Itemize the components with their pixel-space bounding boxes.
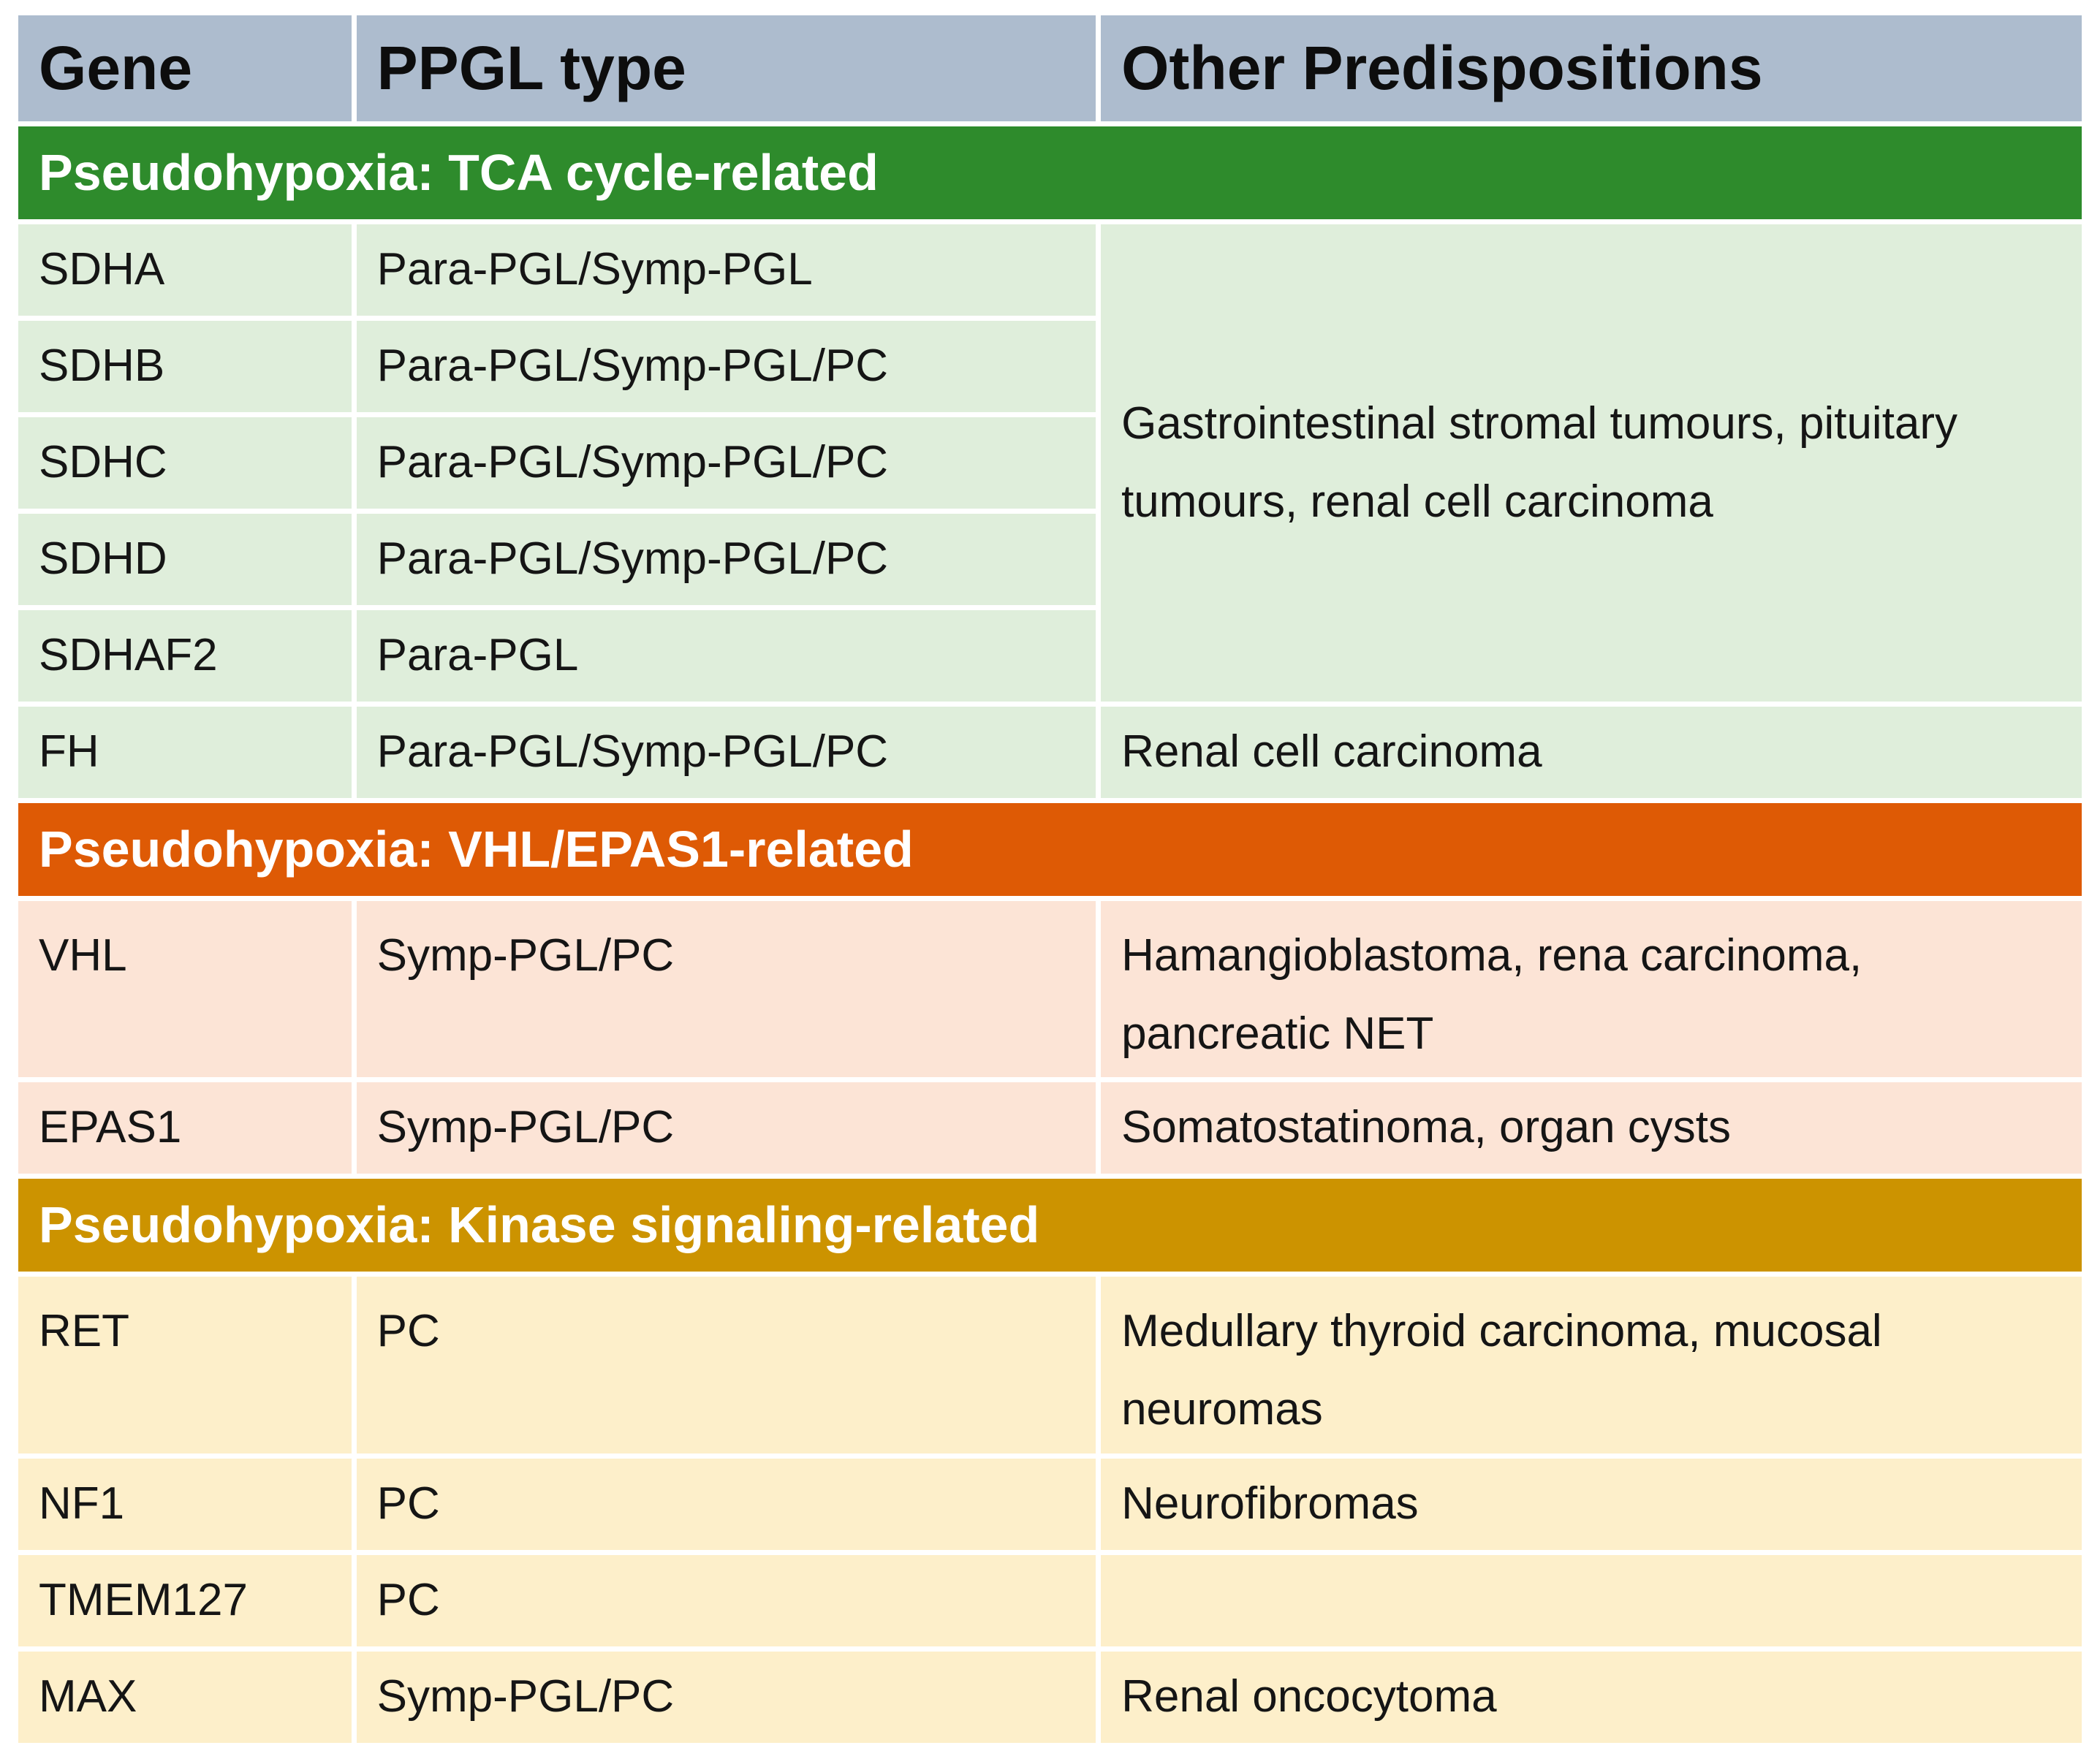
- gene-cell-sdhb: SDHB: [18, 321, 352, 412]
- gene-cell-epas1: EPAS1: [18, 1082, 352, 1174]
- section-row-tca: Pseudohypoxia: TCA cycle-related: [18, 126, 2082, 219]
- ppgl-cell-ret: PC: [356, 1277, 1096, 1454]
- ppgl-cell-max: Symp-PGL/PC: [356, 1651, 1096, 1743]
- other-cell-tmem127: [1101, 1554, 2082, 1646]
- ppgl-cell-sdhd: Para-PGL/Symp-PGL/PC: [356, 514, 1096, 605]
- section-row-kinase: Pseudohypoxia: Kinase signaling-related: [18, 1179, 2082, 1272]
- section-header-tca: Pseudohypoxia: TCA cycle-related: [18, 126, 2082, 219]
- table-row-sdhb: SDHB Para-PGL/Symp-PGL/PC: [18, 321, 2082, 412]
- other-cell-max: Renal oncocytoma: [1101, 1651, 2082, 1743]
- ppgl-cell-sdhb: Para-PGL/Symp-PGL/PC: [356, 321, 1096, 412]
- section-row-vhl: Pseudohypoxia: VHL/EPAS1-related: [18, 803, 2082, 896]
- table-row-ret: RET PC Medullary thyroid carcinoma, muco…: [18, 1277, 2082, 1454]
- column-header-ppgl-type: PPGL type: [356, 15, 1096, 121]
- table-row-sdhc: SDHC Para-PGL/Symp-PGL/PC: [18, 417, 2082, 509]
- ppgl-cell-sdhc: Para-PGL/Symp-PGL/PC: [356, 417, 1096, 509]
- other-cell-nf1: Neurofibromas: [1101, 1458, 2082, 1550]
- gene-cell-tmem127: TMEM127: [18, 1554, 352, 1646]
- gene-cell-vhl: VHL: [18, 901, 352, 1078]
- other-cell-fh: Renal cell carcinoma: [1101, 707, 2082, 798]
- column-header-gene: Gene: [18, 15, 352, 121]
- gene-cell-sdhd: SDHD: [18, 514, 352, 605]
- gene-cell-ret: RET: [18, 1277, 352, 1454]
- ppgl-cell-nf1: PC: [356, 1458, 1096, 1550]
- table-row-epas1: EPAS1 Symp-PGL/PC Somatostatinoma, organ…: [18, 1082, 2082, 1174]
- gene-cell-sdhaf2: SDHAF2: [18, 610, 352, 702]
- column-header-other-predispositions: Other Predispositions: [1101, 15, 2082, 121]
- section-header-vhl: Pseudohypoxia: VHL/EPAS1-related: [18, 803, 2082, 896]
- ppgl-gene-table: Gene PPGL type Other Predispositions Pse…: [13, 10, 2087, 1748]
- table-row-sdha: SDHA Para-PGL/Symp-PGL Gastrointestinal …: [18, 224, 2082, 702]
- ppgl-cell-sdhaf2: Para-PGL: [356, 610, 1096, 702]
- gene-cell-sdha: SDHA: [18, 224, 352, 316]
- table-row-sdhd: SDHD Para-PGL/Symp-PGL/PC: [18, 514, 2082, 605]
- table-row-fh: FH Para-PGL/Symp-PGL/PC Renal cell carci…: [18, 707, 2082, 798]
- ppgl-cell-fh: Para-PGL/Symp-PGL/PC: [356, 707, 1096, 798]
- other-cell-epas1: Somatostatinoma, organ cysts: [1101, 1082, 2082, 1174]
- other-cell-ret: Medullary thyroid carcinoma, mucosal neu…: [1101, 1277, 2082, 1454]
- gene-cell-sdhc: SDHC: [18, 417, 352, 509]
- gene-cell-nf1: NF1: [18, 1458, 352, 1550]
- table-row-tmem127: TMEM127 PC: [18, 1554, 2082, 1646]
- table-row-sdhaf2: SDHAF2 Para-PGL: [18, 610, 2082, 702]
- gene-cell-fh: FH: [18, 707, 352, 798]
- ppgl-cell-vhl: Symp-PGL/PC: [356, 901, 1096, 1078]
- column-header-row: Gene PPGL type Other Predispositions: [18, 15, 2082, 121]
- other-cell-vhl: Hamangioblastoma, rena carcinoma, pancre…: [1101, 901, 2082, 1078]
- gene-cell-max: MAX: [18, 1651, 352, 1743]
- table-row-nf1: NF1 PC Neurofibromas: [18, 1458, 2082, 1550]
- ppgl-cell-tmem127: PC: [356, 1554, 1096, 1646]
- section-header-kinase: Pseudohypoxia: Kinase signaling-related: [18, 1179, 2082, 1272]
- other-cell-tca-merged: Gastrointestinal stromal tumours, pituit…: [1101, 224, 2082, 702]
- table-row-vhl: VHL Symp-PGL/PC Hamangioblastoma, rena c…: [18, 901, 2082, 1078]
- table-row-max: MAX Symp-PGL/PC Renal oncocytoma: [18, 1651, 2082, 1743]
- ppgl-cell-sdha: Para-PGL/Symp-PGL: [356, 224, 1096, 316]
- ppgl-cell-epas1: Symp-PGL/PC: [356, 1082, 1096, 1174]
